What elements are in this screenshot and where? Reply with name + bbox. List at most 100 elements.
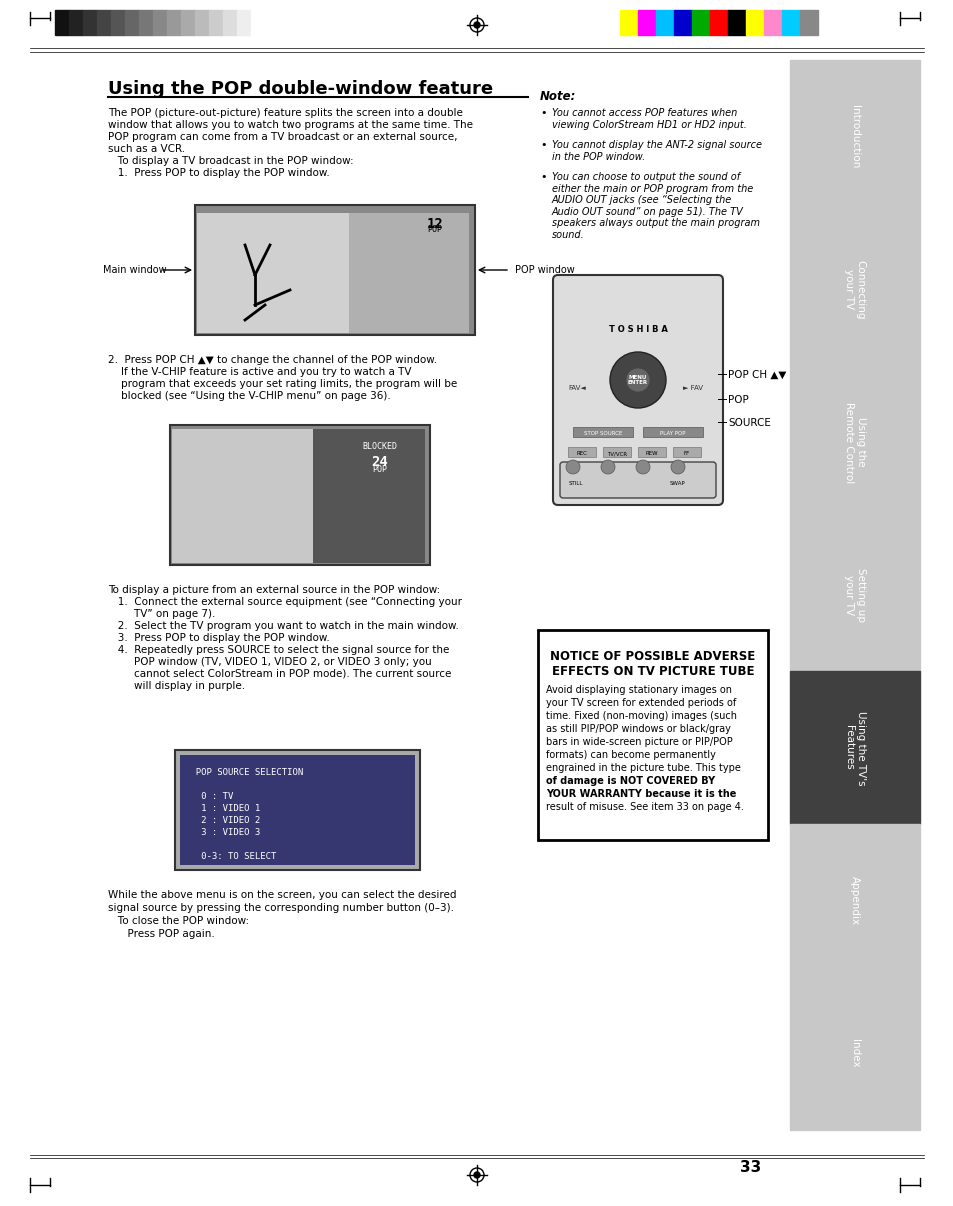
- Text: 4.  Repeatedly press SOURCE to select the signal source for the: 4. Repeatedly press SOURCE to select the…: [108, 645, 449, 655]
- Text: •: •: [539, 140, 546, 150]
- Text: REW: REW: [645, 451, 658, 456]
- Text: POP: POP: [427, 226, 442, 234]
- Text: The POP (picture-out-picture) feature splits the screen into a double: The POP (picture-out-picture) feature sp…: [108, 109, 462, 118]
- Text: 1.  Connect the external source equipment (see “Connecting your: 1. Connect the external source equipment…: [108, 597, 461, 607]
- Text: bars in wide-screen picture or PIP/POP: bars in wide-screen picture or PIP/POP: [545, 737, 732, 747]
- Bar: [800, 10, 817, 35]
- Bar: [573, 427, 633, 437]
- Bar: [638, 447, 665, 457]
- Bar: [83, 10, 97, 35]
- Bar: [251, 10, 265, 35]
- Text: Using the POP double-window feature: Using the POP double-window feature: [108, 80, 493, 98]
- Text: your TV screen for extended periods of: your TV screen for extended periods of: [545, 698, 736, 708]
- Text: program that exceeds your set rating limits, the program will be: program that exceeds your set rating lim…: [108, 379, 456, 390]
- Circle shape: [609, 352, 665, 408]
- Text: will display in purple.: will display in purple.: [108, 681, 245, 691]
- Text: 1.  Press POP to display the POP window.: 1. Press POP to display the POP window.: [108, 168, 330, 178]
- Circle shape: [474, 22, 479, 28]
- Text: If the V-CHIP feature is active and you try to watch a TV: If the V-CHIP feature is active and you …: [108, 367, 411, 377]
- FancyBboxPatch shape: [553, 275, 722, 505]
- Circle shape: [565, 459, 579, 474]
- Text: FF: FF: [683, 451, 689, 456]
- Circle shape: [474, 1172, 479, 1178]
- Bar: [567, 447, 596, 457]
- Bar: [152, 10, 167, 35]
- Text: To display a TV broadcast in the POP window:: To display a TV broadcast in the POP win…: [108, 156, 354, 166]
- Bar: [125, 10, 139, 35]
- Text: POP window (TV, VIDEO 1, VIDEO 2, or VIDEO 3 only; you: POP window (TV, VIDEO 1, VIDEO 2, or VID…: [108, 657, 432, 667]
- Bar: [656, 10, 673, 35]
- Text: POP SOURCE SELECTION: POP SOURCE SELECTION: [185, 768, 303, 777]
- Bar: [763, 10, 781, 35]
- Text: Using the
Remote Control: Using the Remote Control: [843, 402, 865, 482]
- Bar: [745, 10, 763, 35]
- Bar: [111, 10, 125, 35]
- Text: PLAY POP: PLAY POP: [659, 431, 685, 437]
- Text: POP: POP: [727, 396, 748, 405]
- Text: 1 : VIDEO 1: 1 : VIDEO 1: [185, 804, 260, 813]
- Text: time. Fixed (non-moving) images (such: time. Fixed (non-moving) images (such: [545, 712, 737, 721]
- Text: 0-3: TO SELECT: 0-3: TO SELECT: [185, 851, 276, 861]
- Text: 2.  Select the TV program you want to watch in the main window.: 2. Select the TV program you want to wat…: [108, 621, 458, 631]
- Bar: [172, 429, 313, 563]
- Text: TV” on page 7).: TV” on page 7).: [108, 609, 215, 619]
- Bar: [727, 10, 745, 35]
- Text: 2.  Press POP CH ▲▼ to change the channel of the POP window.: 2. Press POP CH ▲▼ to change the channel…: [108, 355, 436, 365]
- Bar: [789, 672, 919, 824]
- Bar: [167, 10, 181, 35]
- Text: POP: POP: [372, 466, 387, 474]
- Text: as still PIP/POP windows or black/gray: as still PIP/POP windows or black/gray: [545, 724, 730, 734]
- Bar: [313, 429, 424, 563]
- Bar: [209, 10, 223, 35]
- Text: POP window: POP window: [515, 265, 574, 275]
- Bar: [709, 10, 727, 35]
- Bar: [69, 10, 83, 35]
- Bar: [789, 365, 919, 519]
- Text: T O S H I B A: T O S H I B A: [608, 324, 667, 334]
- Bar: [180, 755, 415, 865]
- Bar: [236, 10, 251, 35]
- Text: 2 : VIDEO 2: 2 : VIDEO 2: [185, 816, 260, 825]
- Text: of damage is NOT COVERED BY: of damage is NOT COVERED BY: [545, 775, 715, 786]
- Text: formats) can become permanently: formats) can become permanently: [545, 750, 715, 760]
- Bar: [194, 205, 475, 335]
- Bar: [170, 425, 430, 564]
- Circle shape: [670, 459, 684, 474]
- Text: 24: 24: [372, 455, 388, 469]
- Text: 3 : VIDEO 3: 3 : VIDEO 3: [185, 829, 260, 837]
- Bar: [619, 10, 638, 35]
- Text: POP CH ▲▼: POP CH ▲▼: [727, 370, 785, 380]
- Circle shape: [625, 368, 649, 392]
- Text: BLOCKED: BLOCKED: [362, 443, 397, 451]
- Text: blocked (see “Using the V-CHIP menu” on page 36).: blocked (see “Using the V-CHIP menu” on …: [108, 391, 391, 402]
- Text: result of misuse. See item 33 on page 4.: result of misuse. See item 33 on page 4.: [545, 802, 743, 812]
- Text: NOTICE OF POSSIBLE ADVERSE
EFFECTS ON TV PICTURE TUBE: NOTICE OF POSSIBLE ADVERSE EFFECTS ON TV…: [550, 650, 755, 678]
- Bar: [789, 212, 919, 365]
- Text: REC: REC: [576, 451, 587, 456]
- Text: ► FAV: ► FAV: [682, 385, 702, 391]
- Text: To display a picture from an external source in the POP window:: To display a picture from an external so…: [108, 585, 439, 595]
- Text: signal source by pressing the corresponding number button (0–3).: signal source by pressing the correspond…: [108, 903, 454, 913]
- FancyBboxPatch shape: [559, 462, 716, 498]
- Bar: [349, 213, 469, 333]
- Text: FAV◄: FAV◄: [567, 385, 585, 391]
- Text: Index: Index: [849, 1040, 859, 1067]
- Bar: [602, 447, 630, 457]
- Bar: [223, 10, 236, 35]
- Bar: [97, 10, 111, 35]
- Bar: [194, 10, 209, 35]
- Text: Connecting
your TV: Connecting your TV: [843, 259, 865, 320]
- Text: 0 : TV: 0 : TV: [185, 792, 233, 801]
- Bar: [781, 10, 800, 35]
- Text: YOUR WARRANTY because it is the: YOUR WARRANTY because it is the: [545, 789, 736, 800]
- Text: Press POP again.: Press POP again.: [108, 929, 214, 939]
- Text: Avoid displaying stationary images on: Avoid displaying stationary images on: [545, 685, 731, 695]
- Bar: [789, 977, 919, 1130]
- Text: While the above menu is on the screen, you can select the desired: While the above menu is on the screen, y…: [108, 890, 456, 900]
- Text: cannot select ColorStream in POP mode). The current source: cannot select ColorStream in POP mode). …: [108, 669, 451, 679]
- Text: 12: 12: [426, 217, 443, 232]
- Text: SWAP: SWAP: [669, 481, 685, 486]
- Text: You can choose to output the sound of
either the main or POP program from the
AU: You can choose to output the sound of ei…: [552, 172, 760, 240]
- Text: Appendix: Appendix: [849, 876, 859, 925]
- Text: •: •: [539, 172, 546, 182]
